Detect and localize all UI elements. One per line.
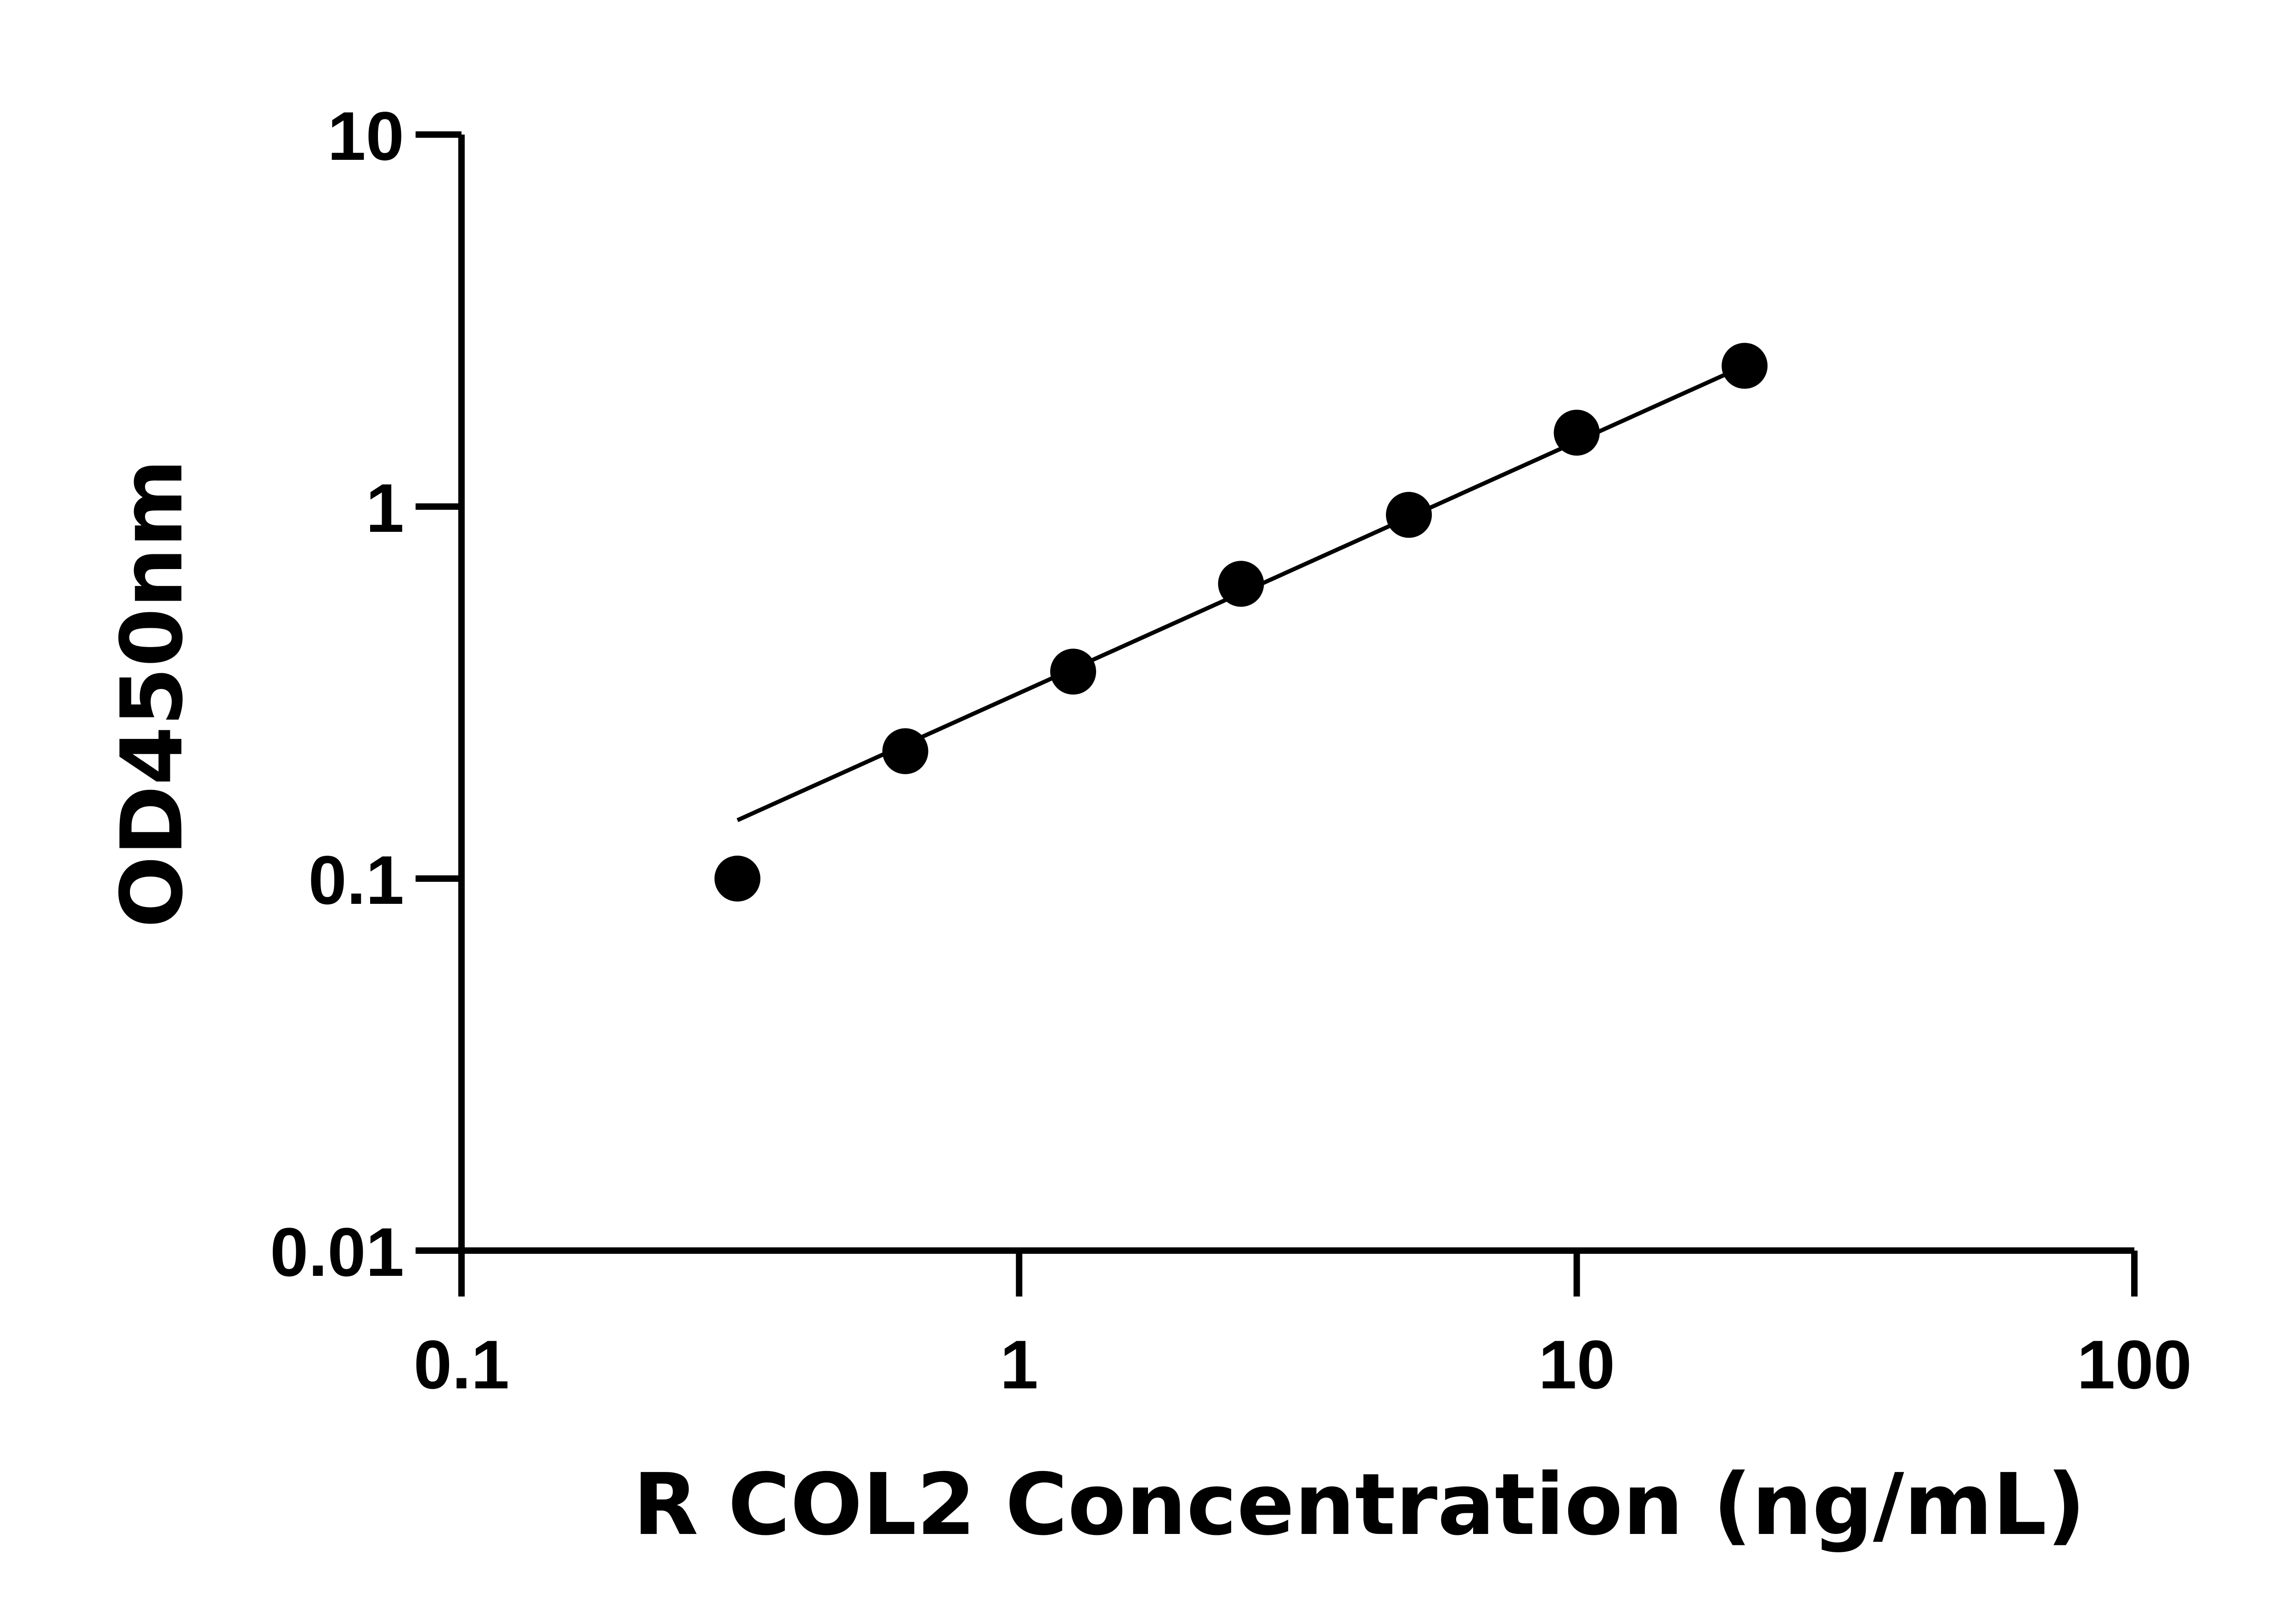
x-tick-label: 0.1 <box>414 1326 510 1403</box>
data-point <box>1050 648 1097 695</box>
x-tick-label: 10 <box>1538 1326 1615 1403</box>
y-axis-label: OD450nm <box>102 459 202 928</box>
data-point <box>1722 343 1768 389</box>
data-point <box>714 856 760 902</box>
y-tick-label: 0.01 <box>270 1213 404 1291</box>
y-tick-label: 10 <box>327 97 404 175</box>
x-tick-label: 1 <box>1000 1326 1038 1403</box>
data-point <box>882 728 929 774</box>
x-tick-label: 100 <box>2077 1326 2192 1403</box>
axes <box>416 131 2138 1297</box>
y-tick-label: 1 <box>366 469 404 547</box>
data-point <box>1218 561 1264 607</box>
data-point <box>1386 492 1432 538</box>
data-point <box>1553 410 1600 456</box>
x-axis-label: R COL2 Concentration (ng/mL) <box>633 1455 2085 1554</box>
y-tick-label: 0.1 <box>308 841 404 919</box>
data-points <box>714 343 1768 902</box>
